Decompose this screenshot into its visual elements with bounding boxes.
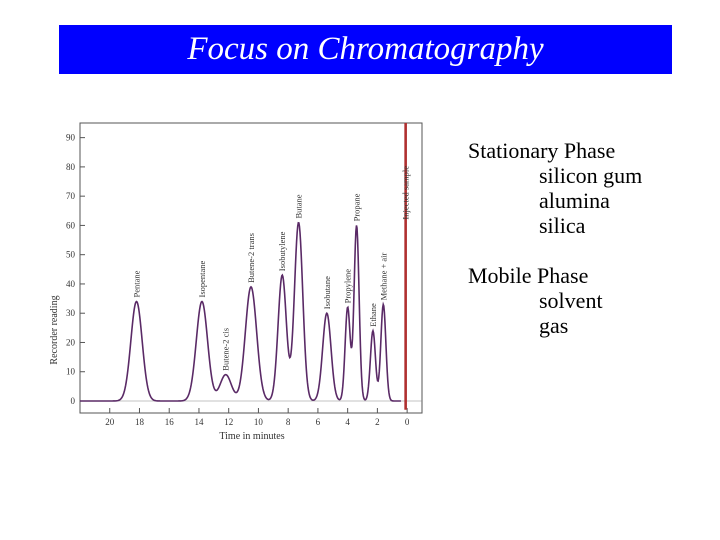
x-tick-label: 12: [224, 417, 233, 427]
x-tick-label: 2: [375, 417, 380, 427]
stationary-item: silica: [539, 213, 586, 238]
x-tick-label: 6: [316, 417, 321, 427]
y-tick-label: 50: [66, 250, 76, 260]
x-tick-label: 10: [254, 417, 264, 427]
x-axis-label: Time in minutes: [219, 431, 284, 442]
stationary-item: silicon gum: [539, 163, 643, 188]
slide-title: Focus on Chromatography: [187, 31, 544, 67]
peak-label: Propylene: [343, 269, 353, 304]
y-tick-label: 90: [66, 133, 76, 143]
plot-frame: [79, 122, 423, 414]
peak-label: Isobutylene: [277, 231, 287, 271]
y-tick-label: 40: [66, 279, 76, 289]
mobile-item: solvent: [539, 288, 603, 313]
x-tick-label: 8: [286, 417, 291, 427]
x-tick-label: 16: [165, 417, 175, 427]
peak-label: Pentane: [132, 270, 142, 297]
x-tick-label: 0: [405, 417, 410, 427]
x-tick-label: 20: [105, 417, 115, 427]
x-tick-label: 4: [345, 417, 350, 427]
stationary-phase-title: Stationary Phase: [468, 138, 616, 163]
stationary-phase-block: Stationary Phase silicon gum alumina sil…: [468, 138, 642, 238]
y-tick-label: 80: [66, 162, 76, 172]
mobile-phase-title: Mobile Phase: [468, 263, 589, 288]
x-tick-label: 18: [135, 417, 145, 427]
peak-labels: Pentane Isopentane Butene-2 cis Butene-2 tr…: [132, 166, 411, 371]
y-tick-label: 10: [66, 367, 76, 377]
stationary-item: alumina: [539, 188, 610, 213]
y-tick-label: 70: [66, 191, 76, 201]
peak-label: Propane: [352, 193, 362, 221]
mobile-phase-block: Mobile Phase solvent gas: [468, 263, 642, 338]
phases-list: Stationary Phase silicon gum alumina sil…: [468, 138, 642, 363]
y-tick-label: 20: [66, 337, 76, 347]
y-tick-label: 0: [71, 396, 76, 406]
y-tick-label: 30: [66, 308, 76, 318]
peak-label: Isopentane: [197, 260, 207, 297]
peak-label: Methane + air: [378, 252, 388, 300]
chromatogram-trace: [80, 221, 401, 402]
peak-label: Butene-2 trans: [246, 233, 256, 283]
x-tick-label: 14: [194, 417, 204, 427]
mobile-item: gas: [539, 313, 569, 338]
peak-label: Butene-2 cis: [221, 328, 231, 371]
title-bar: Focus on Chromatography: [59, 25, 672, 74]
trace-layer: [80, 123, 407, 410]
peak-label: Ethane: [368, 303, 378, 327]
y-axis-label: Recorder reading: [49, 295, 60, 364]
y-tick-label: 60: [66, 220, 76, 230]
peak-label: Isobutane: [322, 276, 332, 309]
peak-label: Injected sample: [401, 166, 411, 220]
peak-label: Butane: [294, 194, 304, 218]
